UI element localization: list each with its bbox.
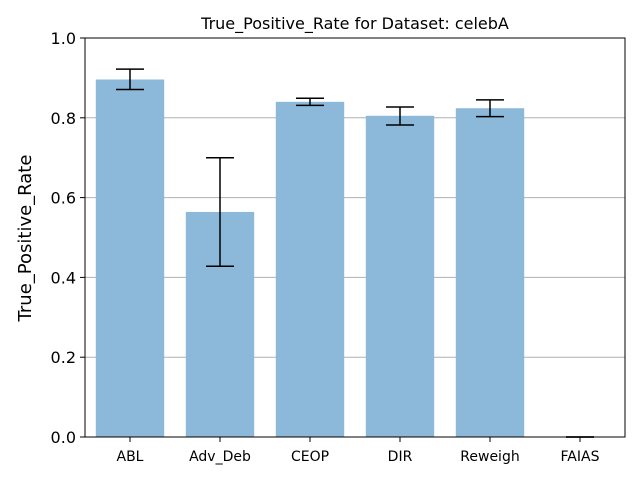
x-tick-label: ABL <box>117 449 144 465</box>
y-tick-label: 0.4 <box>51 268 76 287</box>
bar-reweigh <box>455 108 525 437</box>
grid-lines <box>85 117 625 358</box>
x-tick-label: Adv_Deb <box>189 449 251 465</box>
bar-ceop <box>275 101 345 437</box>
bar-abl <box>95 79 165 437</box>
y-axis-label: True_Positive_Rate <box>15 155 36 323</box>
y-tick-label: 0.6 <box>51 189 76 208</box>
x-tick-label: Reweigh <box>460 449 519 465</box>
y-tick-label: 0.0 <box>51 428 76 447</box>
bar-dir <box>365 115 435 438</box>
y-tick-label: 0.2 <box>51 348 76 367</box>
y-tick-label: 1.0 <box>51 29 76 48</box>
y-axis-ticks: 0.0 0.2 0.4 0.6 0.8 1.0 <box>51 29 85 447</box>
x-tick-label: CEOP <box>291 449 329 465</box>
bars <box>95 79 525 438</box>
plot-frame <box>84 37 626 438</box>
x-tick-label: DIR <box>388 449 413 465</box>
chart-title: True_Positive_Rate for Dataset: celebA <box>200 14 509 34</box>
x-tick-label: FAIAS <box>561 449 600 465</box>
y-tick-label: 0.8 <box>51 109 76 128</box>
x-axis-ticks: ABL Adv_Deb CEOP DIR Reweigh FAIAS <box>117 437 600 465</box>
